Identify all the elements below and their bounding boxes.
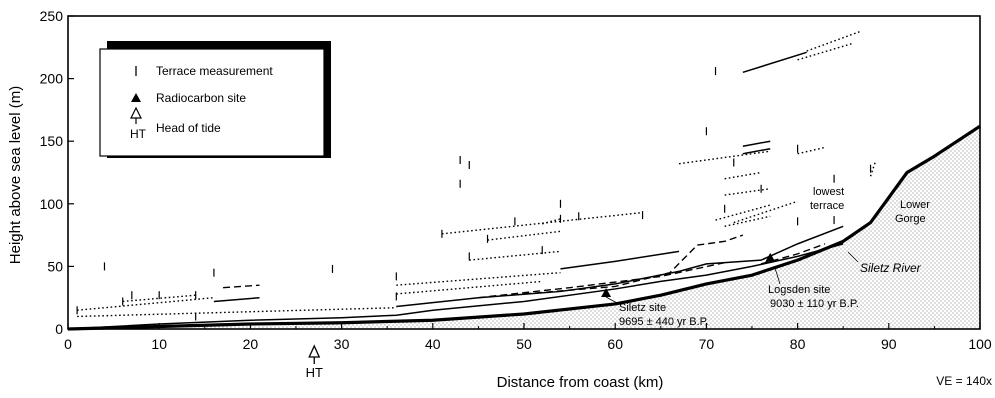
siletz-site-label-2: 9695 ± 440 yr B.P. bbox=[619, 316, 709, 328]
terrace-line-dotted bbox=[469, 250, 561, 261]
siletz-leader bbox=[605, 296, 618, 304]
siletz-site-label-1: Siletz site bbox=[619, 302, 666, 314]
x-axis-label: Distance from coast (km) bbox=[497, 374, 664, 391]
y-axis-label: Height above sea level (m) bbox=[7, 86, 24, 264]
legend: Terrace measurement Radiocarbon site HT … bbox=[99, 41, 331, 158]
terrace-line-dotted bbox=[678, 150, 771, 165]
terrace-line-dashed bbox=[478, 261, 725, 299]
radiocarbon-sites bbox=[601, 252, 776, 297]
terrace-line-solid bbox=[742, 140, 771, 147]
x-tick-label: 40 bbox=[425, 336, 441, 352]
radiocarbon-site-marker bbox=[765, 252, 776, 262]
river-line bbox=[67, 124, 981, 331]
y-tick-label: 150 bbox=[40, 133, 64, 149]
terrace-line-dotted bbox=[396, 280, 543, 295]
terrace-line-solid bbox=[742, 147, 771, 155]
y-tick-label: 250 bbox=[40, 8, 64, 24]
terrace-line-dotted bbox=[715, 204, 771, 221]
logsden-site-label-2: 9030 ± 110 yr B.P. bbox=[770, 298, 859, 310]
river-profile bbox=[67, 124, 981, 331]
terrace-line-dotted bbox=[724, 215, 771, 228]
terrace-line-solid bbox=[67, 243, 844, 330]
terrace-line-solid bbox=[742, 51, 807, 74]
lowest-terrace-label-1: lowest bbox=[813, 186, 844, 198]
logsden-site-label-1: Logsden site bbox=[768, 284, 830, 296]
terrace-line-dashed bbox=[523, 244, 698, 295]
x-tick-label: 90 bbox=[881, 336, 897, 352]
x-tick-label: 10 bbox=[151, 336, 167, 352]
x-tick-label: 30 bbox=[334, 336, 350, 352]
x-tick-label: 70 bbox=[699, 336, 715, 352]
terrace-line-solid bbox=[213, 296, 260, 303]
x-tick-label: 50 bbox=[516, 336, 532, 352]
y-tick-label: 200 bbox=[40, 71, 64, 87]
terrace-measurements bbox=[76, 67, 872, 321]
radiocarbon-site-marker bbox=[601, 287, 612, 297]
lower-gorge-label-2: Gorge bbox=[895, 213, 926, 225]
legend-label-radiocarbon: Radiocarbon site bbox=[156, 91, 246, 105]
terrace-line-solid bbox=[560, 250, 680, 270]
terrace-line-dotted bbox=[487, 230, 561, 241]
terrace-line-dotted bbox=[733, 200, 798, 224]
y-axis-ticks: 0 50 100 150 200 250 bbox=[40, 8, 74, 337]
lowest-terrace-label-2: terrace bbox=[810, 200, 844, 212]
logsden-leader bbox=[774, 267, 781, 285]
terrace-line-dotted bbox=[797, 42, 853, 61]
legend-label-terrace: Terrace measurement bbox=[156, 64, 273, 78]
terrace-line-dotted bbox=[77, 307, 397, 318]
terrace-line-dotted bbox=[869, 162, 876, 177]
bedrock-fill bbox=[68, 126, 980, 330]
x-tick-label: 100 bbox=[968, 336, 992, 352]
y-tick-label: 50 bbox=[47, 258, 63, 274]
terrace-line-solid bbox=[396, 225, 844, 308]
radiocarbon-site-symbol bbox=[131, 93, 141, 102]
terrace-line-dashed bbox=[222, 284, 260, 289]
head-of-tide-label: HT bbox=[306, 365, 323, 380]
terrace-line-dotted bbox=[396, 271, 561, 286]
terrace-line-dotted bbox=[724, 188, 771, 196]
lower-gorge-label-1: Lower bbox=[900, 199, 930, 211]
bedrock-area bbox=[68, 126, 980, 330]
river-label: Siletz River bbox=[860, 261, 922, 275]
x-tick-label: 60 bbox=[607, 336, 623, 352]
x-axis-ticks: 0 10 20 30 40 50 60 70 80 90 100 bbox=[64, 323, 992, 352]
terrace-line-dotted bbox=[77, 297, 214, 311]
head-of-tide-marker: HT bbox=[306, 344, 323, 380]
x-tick-label: 80 bbox=[790, 336, 806, 352]
x-tick-label: 0 bbox=[64, 336, 72, 352]
ve-note: VE = 140x bbox=[936, 374, 992, 388]
legend-label-head-of-tide: Head of tide bbox=[156, 121, 221, 135]
legend-ht-label: HT bbox=[130, 127, 147, 141]
terrace-line-dashed bbox=[697, 234, 744, 246]
x-tick-label: 20 bbox=[243, 336, 259, 352]
y-tick-label: 100 bbox=[40, 196, 64, 212]
terrace-line-dotted bbox=[797, 146, 826, 155]
terrace-line-dotted bbox=[542, 218, 561, 225]
river-leader bbox=[847, 251, 859, 263]
legend-box bbox=[99, 48, 325, 157]
terrace-line-dotted bbox=[806, 30, 862, 52]
terrace-line-dotted bbox=[724, 171, 762, 180]
y-tick-label: 0 bbox=[55, 321, 63, 337]
